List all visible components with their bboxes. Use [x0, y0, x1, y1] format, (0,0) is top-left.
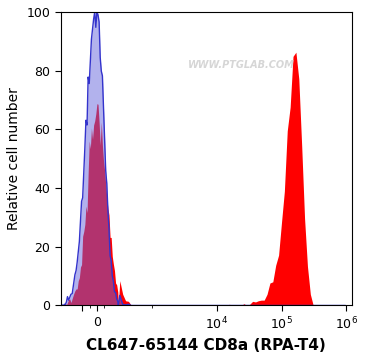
Y-axis label: Relative cell number: Relative cell number [7, 87, 21, 230]
X-axis label: CL647-65144 CD8a (RPA-T4): CL647-65144 CD8a (RPA-T4) [86, 338, 326, 353]
Text: WWW.PTGLAB.COM: WWW.PTGLAB.COM [188, 60, 295, 70]
